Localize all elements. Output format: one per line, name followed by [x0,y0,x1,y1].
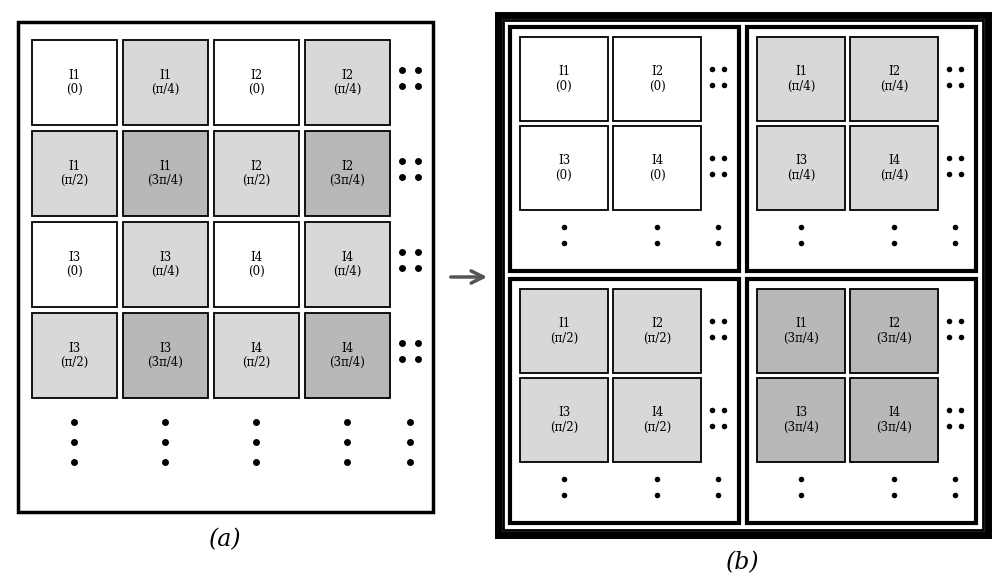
Bar [32,40,117,125]
Bar [520,378,608,462]
Text: I2
(3π/4): I2 (3π/4) [876,317,912,344]
Text: I4
(π/4): I4 (π/4) [880,154,908,182]
Text: I3
(π/4): I3 (π/4) [787,154,815,182]
Bar [214,313,299,398]
Text: I1
(π/4): I1 (π/4) [151,69,180,96]
Text: (b): (b) [726,552,760,575]
Bar [850,289,938,373]
Bar [32,131,117,216]
Bar [503,20,983,530]
Bar [747,279,976,523]
Text: I3
(0): I3 (0) [556,154,572,182]
Text: I2
(π/4): I2 (π/4) [880,65,908,93]
Bar [214,40,299,125]
Text: I4
(π/4): I4 (π/4) [333,251,362,278]
Bar [520,289,608,373]
Bar [305,222,390,307]
Bar [850,126,938,210]
Bar [32,313,117,398]
Bar [123,131,208,216]
Bar [305,313,390,398]
Bar [850,378,938,462]
Bar [757,37,845,121]
Text: I4
(π/2): I4 (π/2) [643,406,671,434]
Bar [214,222,299,307]
Bar [520,37,608,121]
Text: I4
(π/2): I4 (π/2) [242,342,271,369]
Bar [32,222,117,307]
Text: I3
(0): I3 (0) [66,251,83,278]
Bar [214,131,299,216]
Bar [498,15,988,535]
Text: I1
(0): I1 (0) [556,65,572,93]
Text: I3
(π/2): I3 (π/2) [550,406,578,434]
Text: I3
(3π/4): I3 (3π/4) [148,342,183,369]
Text: I3
(π/4): I3 (π/4) [151,251,180,278]
Bar [757,126,845,210]
Text: I2
(π/4): I2 (π/4) [333,69,362,96]
Text: (a): (a) [209,529,242,552]
Bar [510,27,739,271]
Bar [18,22,433,512]
Bar [613,126,701,210]
Text: I4
(3π/4): I4 (3π/4) [330,342,365,369]
Bar [613,378,701,462]
Bar [613,37,701,121]
Bar [123,222,208,307]
Bar [305,131,390,216]
Text: I3
(π/2): I3 (π/2) [60,342,89,369]
Bar [123,313,208,398]
Text: I2
(0): I2 (0) [248,69,265,96]
Bar [757,289,845,373]
Bar [305,40,390,125]
Text: I1
(π/2): I1 (π/2) [550,317,578,344]
Text: I4
(3π/4): I4 (3π/4) [876,406,912,434]
Text: I2
(3π/4): I2 (3π/4) [330,160,365,188]
Text: I1
(3π/4): I1 (3π/4) [148,160,183,188]
Bar [747,27,976,271]
Bar [613,289,701,373]
Bar [520,126,608,210]
Bar [123,40,208,125]
Bar [757,378,845,462]
Text: I3
(3π/4): I3 (3π/4) [783,406,819,434]
Bar [850,37,938,121]
Bar [510,279,739,523]
Text: I4
(0): I4 (0) [248,251,265,278]
Text: I2
(0): I2 (0) [649,65,665,93]
Text: I2
(π/2): I2 (π/2) [643,317,671,344]
Text: I1
(0): I1 (0) [66,69,83,96]
Text: I1
(3π/4): I1 (3π/4) [783,317,819,344]
Text: I4
(0): I4 (0) [649,154,665,182]
Text: I2
(π/2): I2 (π/2) [242,160,271,188]
Text: I1
(π/4): I1 (π/4) [787,65,815,93]
Text: I1
(π/2): I1 (π/2) [60,160,89,188]
